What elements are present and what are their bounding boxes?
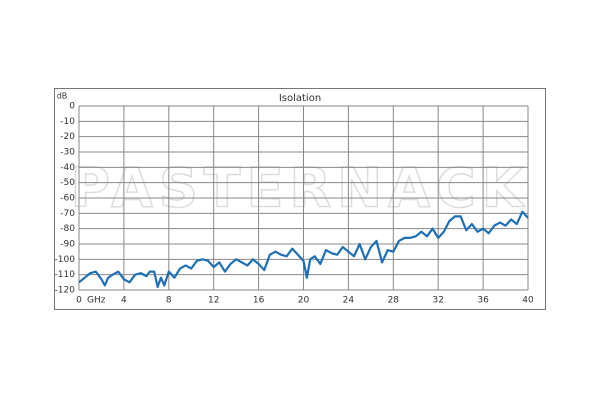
- y-tick-label: -120: [55, 286, 76, 296]
- x-tick-label: 16: [253, 296, 265, 306]
- data-line: [78, 210, 529, 289]
- x-tick-label: 4: [121, 296, 127, 306]
- watermark: PASTERNACK: [70, 157, 529, 220]
- x-tick-label: 40: [522, 296, 534, 306]
- y-tick-label: -30: [60, 148, 75, 158]
- y-axis-label: dB: [57, 92, 68, 101]
- y-tick-label: -100: [55, 255, 76, 265]
- chart-title: Isolation: [279, 93, 321, 104]
- x-tick-label: 28: [388, 296, 400, 306]
- y-tick-label: -10: [60, 117, 75, 127]
- x-tick-label: 24: [343, 296, 355, 306]
- y-tick-label: -70: [60, 209, 75, 219]
- x-tick-label: 8: [166, 296, 172, 306]
- x-axis-label: GHz: [87, 296, 106, 306]
- x-tick-label: 12: [208, 296, 219, 306]
- y-tick-label: -50: [60, 178, 75, 188]
- x-tick-label: 20: [298, 296, 310, 306]
- y-tick-label: -90: [60, 240, 75, 250]
- y-tick-label: 0: [69, 102, 75, 112]
- y-tick-label: -20: [60, 132, 75, 142]
- x-tick-label: 0: [76, 296, 82, 306]
- y-tick-label: -40: [60, 163, 75, 173]
- x-tick-label: 36: [477, 296, 489, 306]
- y-tick-label: -110: [55, 270, 76, 280]
- y-tick-label: -60: [60, 194, 75, 204]
- y-tick-label: -80: [60, 224, 75, 234]
- x-tick-label: 32: [432, 296, 443, 306]
- chart-frame: [54, 88, 546, 310]
